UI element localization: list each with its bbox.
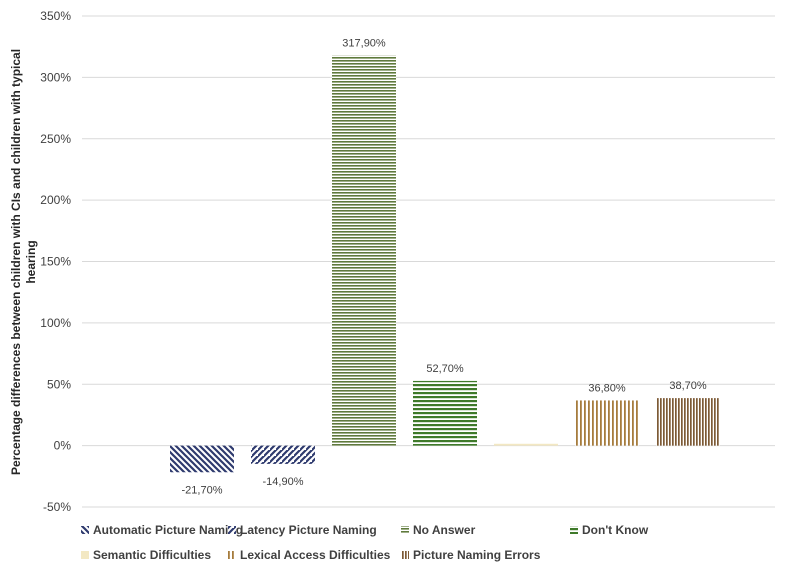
bar-latency-picture-naming: [251, 445, 315, 464]
y-tick-label: 250%: [40, 132, 71, 146]
y-tick-label: 150%: [40, 255, 71, 269]
legend-swatch: [401, 526, 409, 534]
legend-item-label: Semantic Difficulties: [93, 548, 211, 562]
y-tick-label: 300%: [40, 70, 71, 84]
legend-item-label: Picture Naming Errors: [413, 548, 541, 562]
bar-semantic-difficulties: [494, 443, 558, 446]
legend-swatch: [570, 526, 578, 534]
bar-don-t-know: [413, 380, 477, 446]
data-label: -14,90%: [263, 476, 304, 488]
data-labels: -21,70% -14,90% 317,90% 52,70% 36,80% 38,70%: [182, 37, 707, 496]
legend-item-label: Lexical Access Difficulties: [240, 548, 391, 562]
legend-swatch: [228, 551, 236, 559]
y-tick-label: 350%: [40, 9, 71, 23]
legend-swatch: [228, 526, 236, 534]
y-axis-ticks: -50% 0% 50% 100% 150% 200% 250% 300% 350%: [40, 9, 71, 514]
legend-item-label: No Answer: [413, 523, 476, 537]
y-axis-label-line: hearing: [24, 240, 38, 283]
legend-item-label: Don't Know: [582, 523, 649, 537]
data-label: 52,70%: [426, 363, 464, 375]
legend-swatch: [81, 526, 89, 534]
data-label: 317,90%: [342, 37, 386, 49]
bar-no-answer: [332, 55, 396, 446]
legend-swatch: [81, 551, 89, 559]
y-tick-label: 200%: [40, 193, 71, 207]
y-axis-label: Percentage differences between children …: [9, 49, 38, 475]
legend-item-label: Latency Picture Naming: [240, 523, 377, 537]
y-tick-label: 100%: [40, 316, 71, 330]
legend-item-label: Automatic Picture Naming: [93, 523, 243, 537]
y-tick-label: 0%: [54, 439, 72, 453]
y-tick-label: -50%: [43, 500, 71, 514]
bar-lexical-access-difficulties: [575, 400, 639, 446]
legend-swatch: [401, 551, 409, 559]
data-label: 38,70%: [669, 380, 707, 392]
y-tick-label: 50%: [47, 377, 71, 391]
data-label: 36,80%: [588, 382, 626, 394]
data-label: -21,70%: [182, 484, 223, 496]
y-axis-label-line: Percentage differences between children …: [9, 49, 23, 475]
bar-picture-naming-errors: [656, 398, 720, 446]
bars: [170, 55, 720, 473]
bar-automatic-picture-naming: [170, 445, 234, 473]
